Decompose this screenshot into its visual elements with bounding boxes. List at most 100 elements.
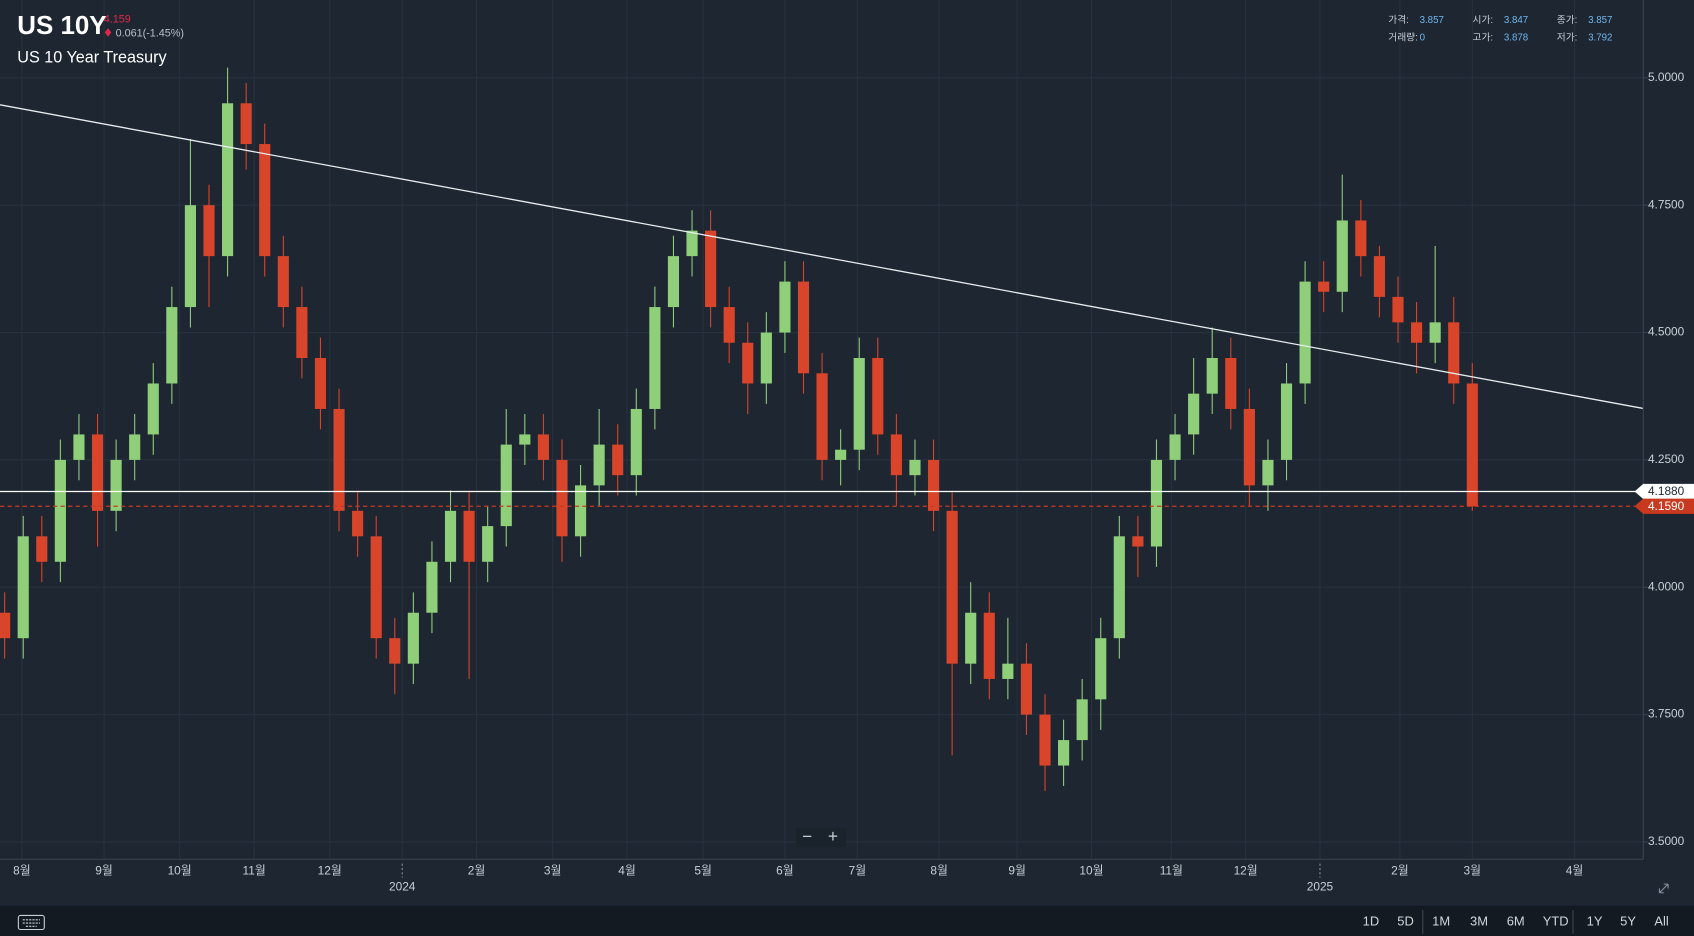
candle-body xyxy=(463,510,475,562)
toolbar xyxy=(0,905,1694,936)
legend-label: 저가: xyxy=(1557,31,1578,43)
x-tick-label: 6월 xyxy=(776,863,794,877)
range-button[interactable]: 5D xyxy=(1397,913,1414,928)
candle-body xyxy=(742,342,754,384)
candle-body xyxy=(240,103,252,145)
candle-body xyxy=(1206,358,1218,394)
range-button[interactable]: YTD xyxy=(1543,913,1569,928)
candle-body xyxy=(797,281,810,374)
x-tick-label: 4월 xyxy=(618,863,636,877)
x-tick-label: 3월 xyxy=(1464,863,1482,877)
candle-body xyxy=(946,510,958,664)
price-tag xyxy=(1634,498,1694,514)
candle-body xyxy=(54,459,66,562)
candle-body xyxy=(760,332,772,384)
candle-body xyxy=(574,485,587,537)
candle-body xyxy=(314,358,327,409)
candle-body xyxy=(1150,459,1163,547)
candle-body xyxy=(686,230,698,257)
candle-body xyxy=(667,256,680,308)
range-button[interactable]: 5Y xyxy=(1620,913,1636,928)
legend-label: 가격: xyxy=(1388,13,1409,26)
candle-body xyxy=(556,459,568,537)
candle-body xyxy=(296,307,308,359)
trendline xyxy=(0,104,1644,410)
zoom-in[interactable]: + xyxy=(828,826,838,846)
candle-body xyxy=(407,612,419,664)
x-tick-label: 2월 xyxy=(468,863,486,877)
legend-label: 시가: xyxy=(1473,14,1494,26)
candle-body xyxy=(1020,663,1033,715)
range-button[interactable]: 6M xyxy=(1507,913,1525,928)
x-tick-label: 11월 xyxy=(1160,863,1183,877)
zoom-out[interactable]: − xyxy=(802,826,812,846)
candle-body xyxy=(593,444,605,486)
range-button[interactable]: 1M xyxy=(1432,913,1450,928)
x-tick-label: 12월 xyxy=(318,863,342,877)
x-tick-label: 9월 xyxy=(1008,863,1026,877)
price-tag-label: 4.1880 xyxy=(1648,484,1685,498)
candle-body xyxy=(426,561,438,613)
x-tick-label: 12월 xyxy=(1234,863,1258,877)
collapse-icon[interactable] xyxy=(1658,883,1669,894)
candle-body xyxy=(1318,281,1330,292)
candle-body xyxy=(1225,358,1237,409)
price-tag-label: 4.1590 xyxy=(1648,499,1685,513)
legend-value: 3.857 xyxy=(1588,15,1612,26)
candle-body xyxy=(853,358,865,450)
range-button[interactable]: 3M xyxy=(1470,913,1488,928)
candle-body xyxy=(110,459,122,511)
symbol: US 10Y xyxy=(17,12,106,40)
candle-body xyxy=(649,307,661,409)
y-tick-label: 3.7500 xyxy=(1648,707,1685,721)
range-button[interactable]: 1D xyxy=(1363,913,1380,928)
y-tick-label: 4.5000 xyxy=(1648,325,1685,339)
candle-body xyxy=(630,408,642,476)
candle-body xyxy=(983,612,995,679)
candle-body xyxy=(1039,714,1051,766)
candle-body xyxy=(890,434,902,476)
candle-body xyxy=(1410,322,1423,343)
candle-body xyxy=(965,612,977,664)
candle-body xyxy=(1262,459,1274,486)
x-tick-label: 5월 xyxy=(694,863,712,877)
candle-body xyxy=(129,434,141,460)
candle-body xyxy=(1243,408,1255,486)
y-tick-label: 4.0000 xyxy=(1648,579,1685,593)
zoom-bg xyxy=(796,827,846,848)
axes-layer: 3.5000 3.7500 4.0000 4.2500 4.5000 4.7500 5.00… xyxy=(13,70,1694,894)
candle-body xyxy=(1113,536,1125,639)
candle-body xyxy=(1448,322,1460,384)
candle-body xyxy=(1336,220,1348,292)
candle-body xyxy=(222,103,234,257)
candle-body xyxy=(1355,220,1367,257)
candle-body xyxy=(0,612,11,639)
grid-layer xyxy=(0,0,1644,860)
range-button[interactable]: All xyxy=(1654,913,1669,928)
candle-body xyxy=(166,307,178,384)
candle-body xyxy=(203,205,215,257)
candle-body xyxy=(1169,434,1181,460)
y-tick-label: 4.2500 xyxy=(1648,452,1685,466)
candle-body xyxy=(519,434,531,445)
price-tag xyxy=(1634,483,1694,500)
x-tick-label: 3월 xyxy=(544,863,562,877)
candle-body xyxy=(816,373,828,460)
candle-body xyxy=(259,144,271,257)
x-tick-label: 10월 xyxy=(168,863,192,877)
candle-body xyxy=(333,408,345,511)
candle-body xyxy=(444,510,457,562)
candle-body xyxy=(482,526,494,562)
candle-body xyxy=(277,256,289,308)
x-tick-label: 7월 xyxy=(849,863,867,877)
x-tick-label: 8월 xyxy=(13,863,31,877)
range-button[interactable]: 1Y xyxy=(1587,913,1603,928)
candle-body xyxy=(36,536,48,562)
candle-body xyxy=(147,383,159,435)
keyboard-icon[interactable] xyxy=(17,914,45,931)
candle-body xyxy=(537,434,549,460)
